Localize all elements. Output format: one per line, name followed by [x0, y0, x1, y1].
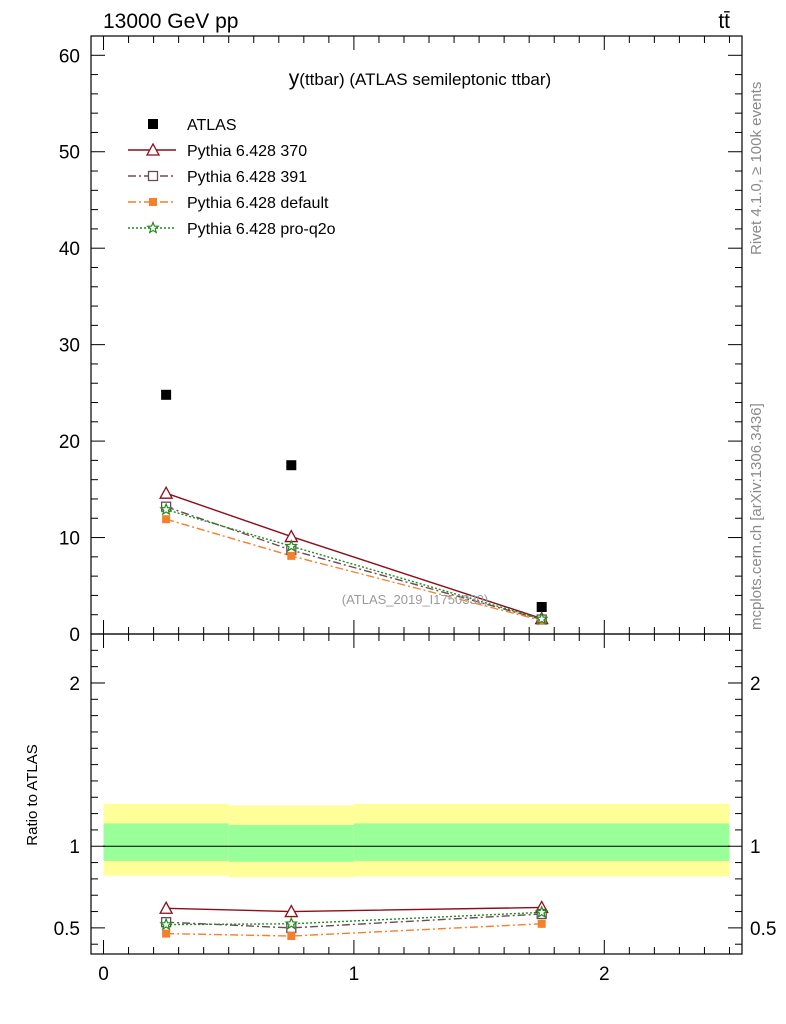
legend-marker-pdefault [149, 198, 157, 206]
ratio-point-pq2o-1 [284, 916, 299, 930]
ratio-ytick-label-left: 1 [69, 837, 80, 858]
main-ytick-label: 0 [69, 625, 80, 646]
ratio-xtick-label: 1 [349, 964, 360, 985]
main-ytick-label: 40 [59, 239, 80, 260]
ratio-band-inner [353, 823, 730, 861]
main-ytick-label: 50 [59, 143, 80, 164]
ratio-frame [90, 633, 743, 955]
main-ytick-label: 10 [59, 529, 80, 550]
main-axes: 0 10 20 30 40 50 60 [59, 35, 742, 646]
main-point-pq2o-2 [534, 611, 549, 625]
ratio-ytick-label-left: 2 [69, 674, 80, 695]
legend: ATLAS Pythia 6.428 370 Pythia 6.428 391 Pyt… [128, 117, 336, 238]
ratio-ytick-label-left: 0.5 [54, 919, 80, 940]
legend-label-atlas: ATLAS [187, 117, 237, 134]
main-point-p370-0 [159, 485, 174, 499]
main-panel: 0 10 20 30 40 50 60 y(ttbar) (ATLAS semilepton… [59, 35, 743, 646]
ratio-ytick-label-right: 0.5 [750, 919, 776, 940]
main-ytick-label: 30 [59, 336, 80, 357]
ratio-xtick-label: 0 [98, 964, 109, 985]
plot-title: y(ttbar) (ATLAS semileptonic ttbar) [289, 67, 551, 90]
main-point-atlas-0 [161, 389, 172, 400]
plot-title-rest: (ttbar) (ATLAS semileptonic ttbar) [299, 70, 551, 89]
ratio-point-p370-1 [284, 904, 299, 918]
ratio-axes: 0.5 0.5 1 1 2 2 0 1 2 [54, 634, 776, 985]
legend-marker-p370 [145, 142, 161, 156]
legend-label-pdefault: Pythia 6.428 default [187, 195, 329, 212]
legend-label-p391: Pythia 6.428 391 [187, 169, 307, 186]
main-point-pq2o-1 [284, 539, 299, 552]
main-point-atlas-2 [536, 601, 547, 612]
legend-marker-pq2o [146, 220, 160, 234]
ratio-marks [159, 900, 549, 941]
ratio-ylabel: Ratio to ATLAS [24, 744, 41, 845]
ratio-point-pq2o-0 [159, 917, 173, 931]
rivet-label: Rivet 4.1.0, ≥ 100k events [748, 82, 765, 255]
mcplots-label: mcplots.cern.ch [arXiv:1306.3436] [748, 403, 765, 630]
ratio-xtick-label: 2 [599, 964, 610, 985]
legend-label-p370: Pythia 6.428 370 [187, 143, 307, 160]
legend-marker-atlas [148, 119, 158, 129]
main-point-pdefault-1 [287, 551, 296, 560]
ratio-band-inner [228, 825, 354, 862]
main-marks [159, 389, 549, 625]
ratio-ytick-label-right: 2 [750, 674, 761, 695]
ratio-line-pdefault [166, 923, 542, 937]
legend-label-pq2o: Pythia 6.428 pro-q2o [187, 221, 336, 238]
ratio-bands [103, 803, 730, 878]
main-ytick-label: 20 [59, 432, 80, 453]
main-point-atlas-1 [286, 460, 297, 471]
ratio-line-pq2o [166, 911, 542, 926]
legend-marker-p391 [147, 170, 159, 182]
analysis-watermark: (ATLAS_2019_I1750330) [342, 592, 488, 607]
main-line-pq2o [165, 508, 542, 620]
ratio-panel: 0.5 0.5 1 1 2 2 0 1 2 Ratio to ATLAS [24, 633, 776, 985]
ratio-ytick-label-right: 1 [750, 837, 761, 858]
beam-label: 13000 GeV pp [103, 10, 238, 33]
ratio-point-pdefault-1 [287, 932, 296, 941]
main-ytick-label: 60 [59, 46, 80, 67]
ratio-point-pdefault-0 [162, 929, 171, 938]
ratio-point-p370-0 [159, 900, 174, 914]
main-point-pdefault-0 [162, 515, 171, 524]
process-label: tt̄ [718, 10, 730, 33]
ratio-line-p370 [166, 906, 542, 913]
ratio-point-pdefault-2 [537, 919, 546, 928]
ratio-band-inner [103, 823, 229, 861]
ratio-point-pq2o-2 [534, 905, 549, 919]
main-point-pq2o-0 [159, 502, 173, 516]
plot-title-main: y [289, 67, 300, 90]
ratio-line-p391 [166, 913, 542, 929]
